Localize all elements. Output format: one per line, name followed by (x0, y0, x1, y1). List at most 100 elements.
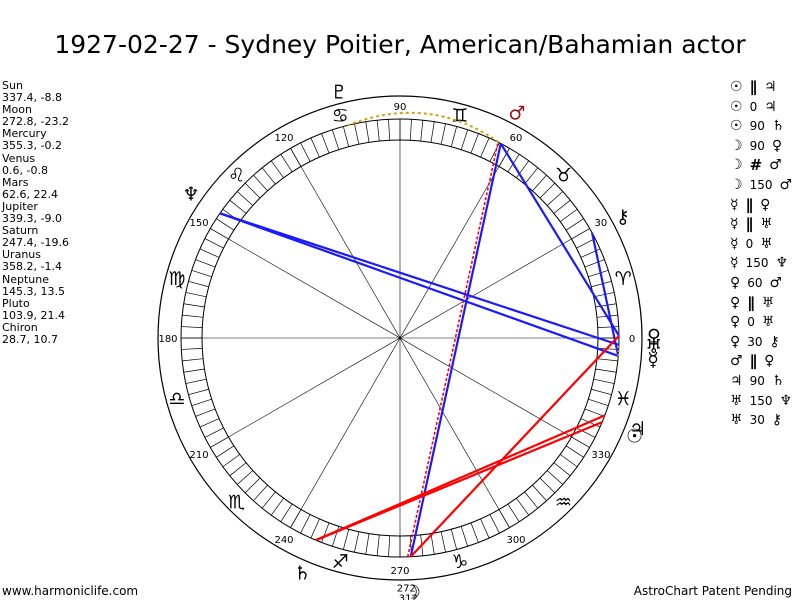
degree-tick (182, 314, 204, 318)
planet-glyph-icon: ⚷ (616, 206, 630, 228)
planet-glyph-icon: ♃ (764, 98, 777, 115)
planet-name: Mercury (2, 127, 47, 141)
degree-label: 270 (390, 566, 409, 577)
planet-glyph-icon: ♇ (330, 81, 347, 103)
planet-glyph-icon: ♀ (760, 196, 771, 213)
planet-glyph-icon: ♃ (629, 418, 646, 440)
planet-name: Chiron (2, 320, 38, 334)
degree-label: 120 (274, 133, 293, 144)
aspect-line (315, 414, 606, 542)
degree-tick (470, 522, 479, 543)
degree-tick (559, 454, 578, 468)
degree-tick (253, 175, 268, 192)
aspect-symbol: ∥ (749, 78, 758, 96)
aspect-row: ☉ ∥ ♃ (730, 78, 792, 98)
degree-tick (354, 531, 360, 553)
degree-tick (460, 526, 469, 547)
sector-line (210, 228, 590, 448)
planet-glyph-icon: ⚷ (771, 412, 783, 429)
planet-glyph-icon: ♅ (761, 294, 775, 311)
degree-tick (188, 280, 209, 288)
parallel-line (617, 345, 620, 357)
planet-glyph-icon: ☽ (404, 582, 421, 600)
degree-tick (546, 191, 563, 206)
degree-tick (588, 269, 609, 278)
aspect-row: ☿ ∥ ♅ (730, 215, 792, 235)
degree-tick (460, 129, 469, 150)
planet-name: Venus (2, 151, 36, 165)
aspect-symbol: ∥ (749, 352, 758, 371)
degree-tick (183, 368, 205, 373)
aspect-row: ☽ 150 ♂ (730, 176, 792, 196)
zodiac-sign-icon: ♎ (168, 388, 185, 410)
degree-tick (300, 514, 311, 534)
degree-tick (516, 497, 530, 516)
degree-tick (280, 154, 293, 173)
degree-tick (182, 358, 204, 362)
degree-tick (440, 531, 446, 553)
aspect-list: ☉ ∥ ♃ ☉ 0 ♃ ☉ 90 ♄ ☽ 90 ♀ ☽ # ♂ ☽ 150 ♂ ☿ ∥ ♀ ☿ ∥ ♅ ☿ 0 ♅ ☿ 150 ♆ ♀ 60 ♂… (730, 78, 792, 431)
degree-tick (261, 167, 276, 185)
zodiac-sign-icon: ♌ (228, 165, 245, 187)
degree-tick (410, 119, 412, 141)
planet-position: 0.6, -0.8 (2, 163, 48, 177)
planet-glyph-icon: ☿ (730, 216, 739, 233)
aspect-line (409, 143, 502, 557)
aspect-line (409, 334, 620, 558)
planet-position: 337.4, -8.8 (2, 91, 62, 105)
degree-tick (420, 120, 424, 142)
zodiac-sign-icon: ♉ (555, 165, 572, 187)
degree-tick (591, 388, 612, 396)
aspect-row: ☉ 0 ♃ (730, 98, 792, 118)
degree-tick (597, 348, 619, 350)
degree-tick (430, 121, 435, 143)
degree-tick (331, 526, 340, 547)
aspect-row: ♅ 30 ⚷ (730, 411, 792, 431)
aspect-row: ♃ 90 ♄ (730, 372, 792, 392)
aspect-angle: 150 (745, 256, 769, 271)
planet-glyph-icon: ☽ (730, 176, 743, 193)
degree-tick (229, 462, 247, 477)
planet-position: 145.3, 13.5 (2, 284, 65, 298)
outer-ring (157, 95, 643, 581)
aspect-angle: 0 (745, 236, 754, 251)
aspect-row: ☿ 150 ♆ (730, 254, 792, 274)
aspect-angle: 90 (749, 373, 765, 388)
degree-tick (376, 120, 380, 142)
footer-website[interactable]: www.harmoniclife.com (2, 584, 139, 598)
degree-tick (185, 292, 207, 298)
planet-name: Neptune (2, 272, 50, 286)
planet-glyph-icon: ♂ (730, 353, 743, 370)
degree-tick (204, 238, 224, 249)
planet-glyph-icon: ☽ (730, 137, 743, 154)
degree-label: 30 (595, 218, 608, 229)
degree-tick (280, 503, 293, 522)
aspect-angle: 90 (749, 138, 765, 153)
degree-tick (595, 303, 617, 308)
degree-tick (300, 142, 311, 162)
degree-tick (539, 182, 556, 199)
degree-tick (507, 503, 520, 522)
degree-tick (470, 133, 479, 154)
aspect-row: ♀ 30 ⚷ (730, 333, 792, 353)
planet-glyph-icon: ♅ (730, 412, 743, 429)
degree-tick (565, 218, 584, 231)
degree-tick (559, 208, 578, 222)
planet-glyph-icon: ♀ (730, 333, 741, 350)
degree-tick (430, 533, 435, 555)
planet-position: 62.6, 22.4 (2, 187, 58, 201)
degree-tick (195, 408, 216, 417)
degree-tick (388, 535, 390, 557)
planet-glyph-icon: ☉ (730, 79, 743, 95)
parallel-line (406, 143, 499, 557)
degree-tick (593, 378, 615, 384)
planet-glyph-icon: ♀ (730, 294, 741, 311)
degree-tick (365, 121, 370, 143)
degree-tick (450, 126, 458, 147)
degree-tick (365, 533, 370, 555)
degree-tick (331, 129, 340, 150)
planet-glyph-icon: ♅ (730, 392, 743, 409)
moon-degree-label: 272 (397, 584, 416, 595)
aspect-row: ☿ 0 ♅ (730, 235, 792, 255)
